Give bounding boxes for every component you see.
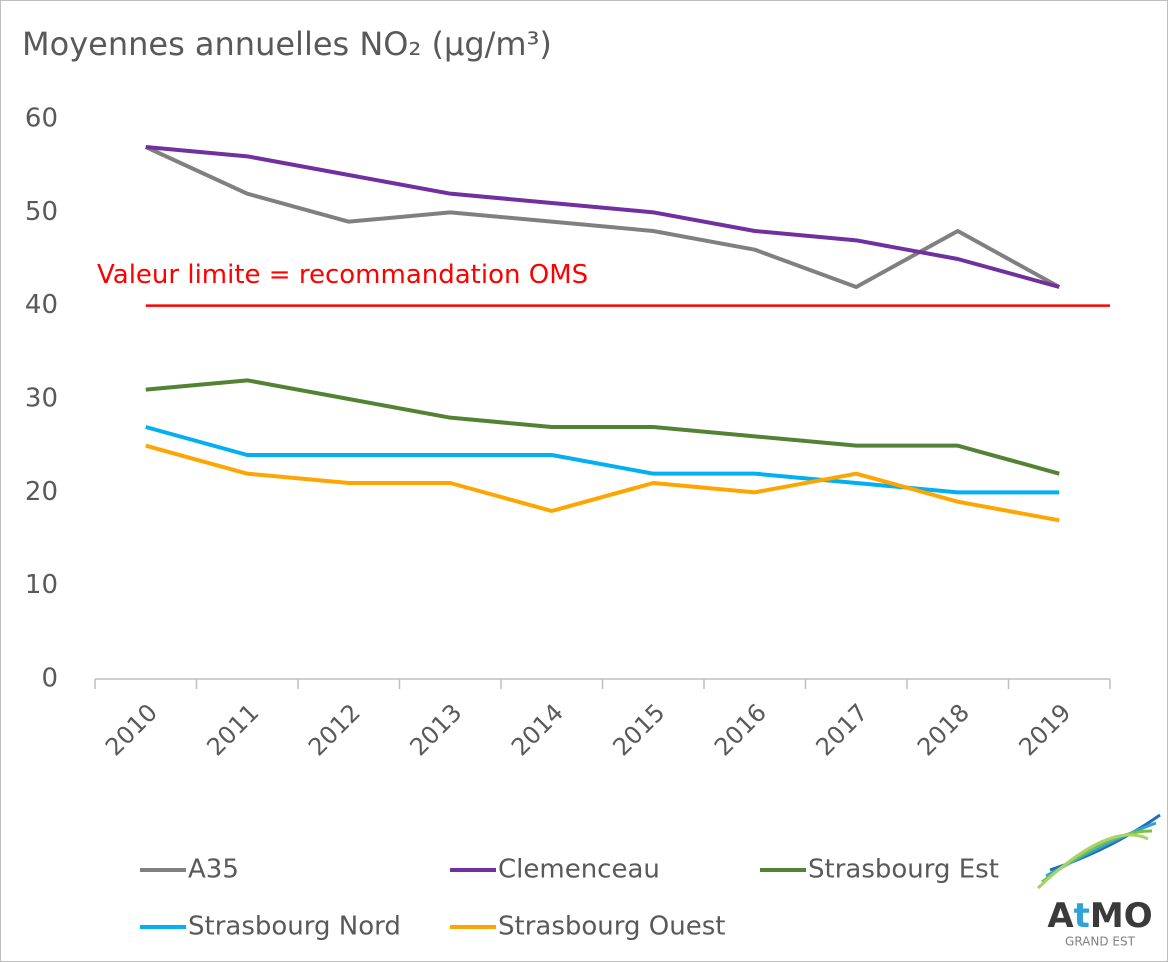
y-tick-label: 10 [25,570,58,600]
y-tick-label: 0 [41,664,58,694]
y-tick-label: 20 [25,477,58,507]
logo-text: AtMO [1047,896,1152,936]
logo-subtitle: GRAND EST [1065,935,1136,949]
logo-part: t [1074,896,1090,936]
logo-part: MO [1090,896,1153,936]
series-line [145,443,1060,523]
logo-part: A [1047,896,1074,936]
legend-label: A35 [188,855,239,885]
chart-title: Moyennes annuelles NO₂ (µg/m³) [22,25,552,63]
y-tick-label: 60 [25,104,58,134]
legend-label: Strasbourg Nord [188,912,401,942]
y-tick-label: 40 [25,290,58,320]
y-tick-label: 50 [25,197,58,227]
logo-swirl [1036,833,1149,890]
legend-label: Strasbourg Ouest [498,912,725,942]
series-line [144,145,1061,289]
series-line [145,145,1060,289]
legend-label: Strasbourg Est [808,855,999,885]
reference-label: Valeur limite = recommandation OMS [97,260,588,290]
y-tick-label: 30 [25,384,58,414]
legend-label: Clemenceau [498,855,660,885]
series-line [145,378,1060,476]
